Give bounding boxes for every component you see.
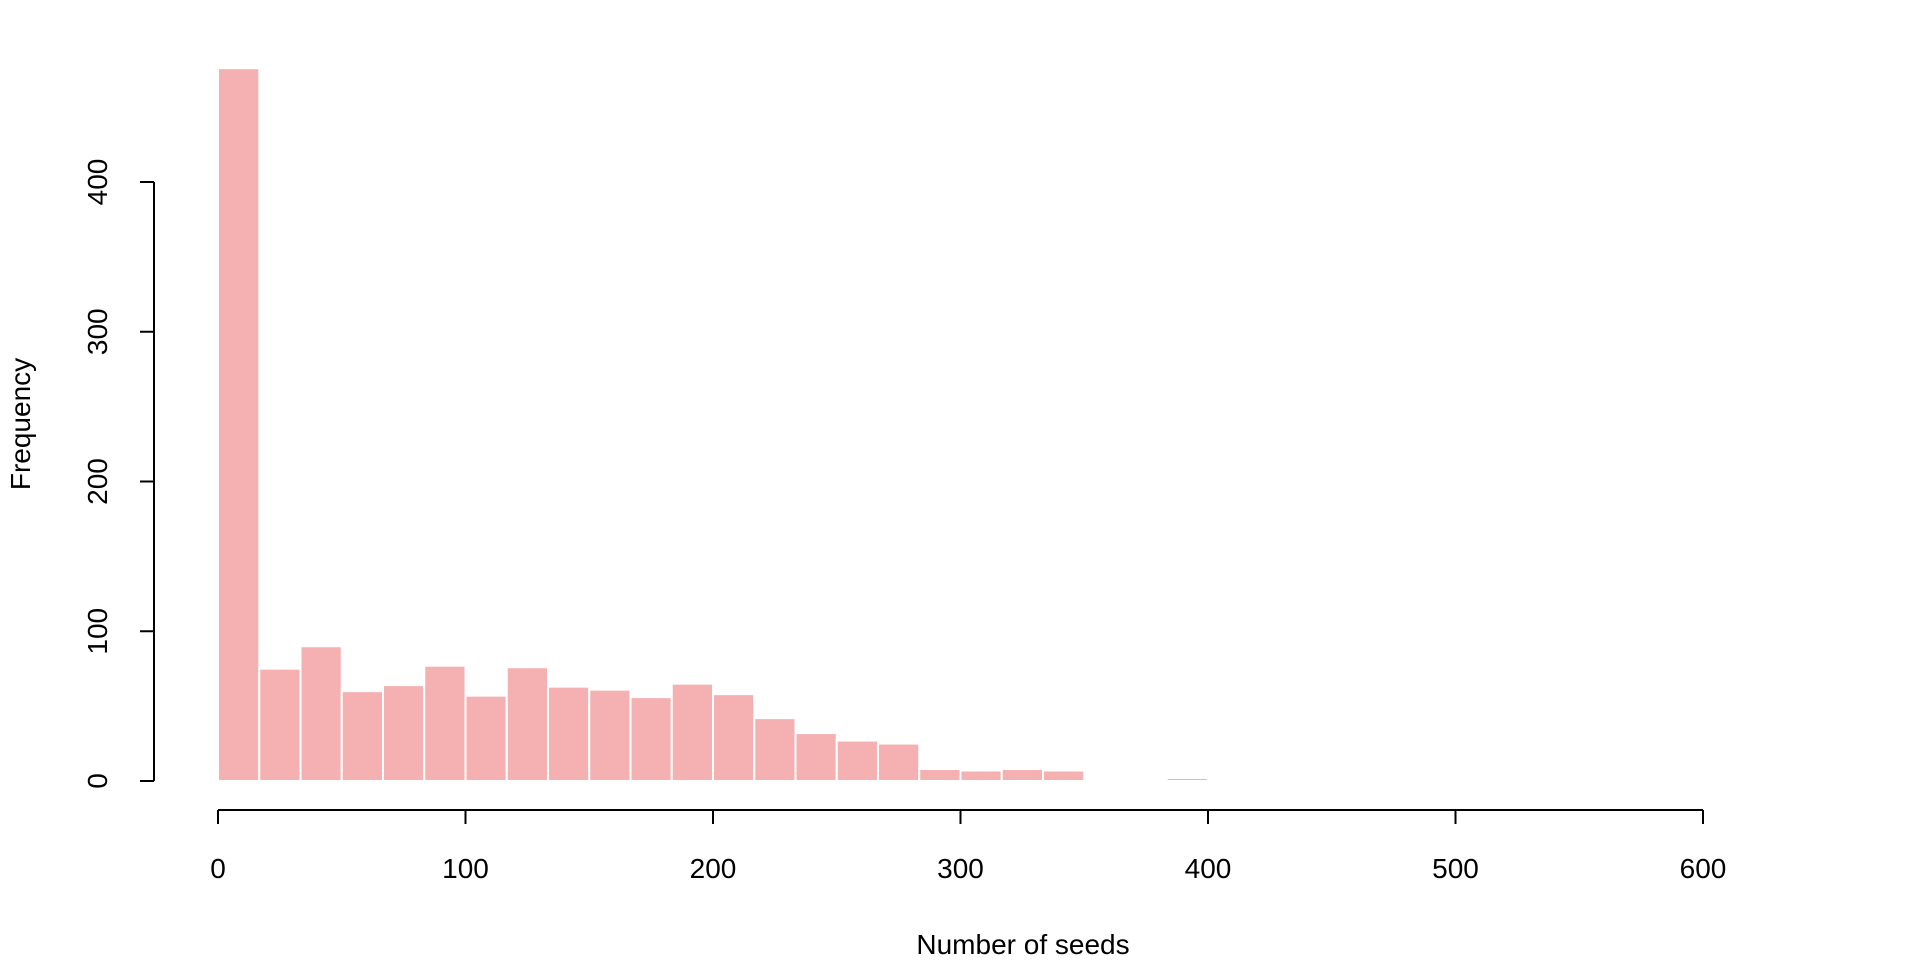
histogram-bar — [877, 742, 921, 782]
histogram-bar — [629, 696, 673, 783]
histogram-bar — [1330, 778, 1375, 783]
histogram-bar — [217, 67, 261, 782]
histogram-bar — [753, 717, 797, 782]
y-tick-label: 0 — [82, 773, 113, 789]
histogram-bar — [1041, 769, 1086, 783]
x-tick-label: 100 — [442, 853, 489, 884]
histogram-bar — [712, 693, 756, 783]
x-tick-label: 300 — [937, 853, 984, 884]
y-tick-label: 300 — [82, 308, 113, 355]
histogram-bar — [959, 769, 1003, 783]
histogram-bar — [382, 684, 426, 782]
histogram-bar — [1165, 777, 1209, 783]
x-tick-label: 0 — [210, 853, 226, 884]
histogram-bars — [217, 67, 1375, 783]
histogram-bar — [835, 739, 880, 783]
histogram-bar — [918, 768, 962, 783]
y-axis: 0 100 200 300 400 — [82, 159, 155, 789]
x-tick-label: 500 — [1432, 853, 1479, 884]
histogram-bar — [670, 682, 715, 782]
x-axis-label: Number of seeds — [916, 929, 1129, 960]
x-tick-label: 600 — [1680, 853, 1727, 884]
histogram-bar — [423, 664, 467, 783]
histogram-bar — [464, 694, 508, 783]
histogram-bar — [546, 685, 591, 782]
histogram-bar — [1207, 778, 1251, 783]
y-tick-label: 200 — [82, 458, 113, 505]
histogram-bar — [1000, 768, 1044, 783]
y-tick-label: 100 — [82, 608, 113, 655]
y-tick-label: 400 — [82, 159, 113, 206]
histogram-bar — [794, 732, 838, 783]
y-axis-label: Frequency — [5, 358, 36, 490]
histogram-bar — [258, 667, 302, 782]
x-tick-label: 400 — [1185, 853, 1232, 884]
x-tick-label: 200 — [690, 853, 737, 884]
histogram-bar — [299, 645, 343, 782]
histogram-bar — [340, 690, 385, 783]
x-axis: 0 100 200 300 400 500 600 — [210, 809, 1727, 884]
histogram-bar — [588, 688, 632, 783]
histogram-bar — [505, 666, 549, 782]
